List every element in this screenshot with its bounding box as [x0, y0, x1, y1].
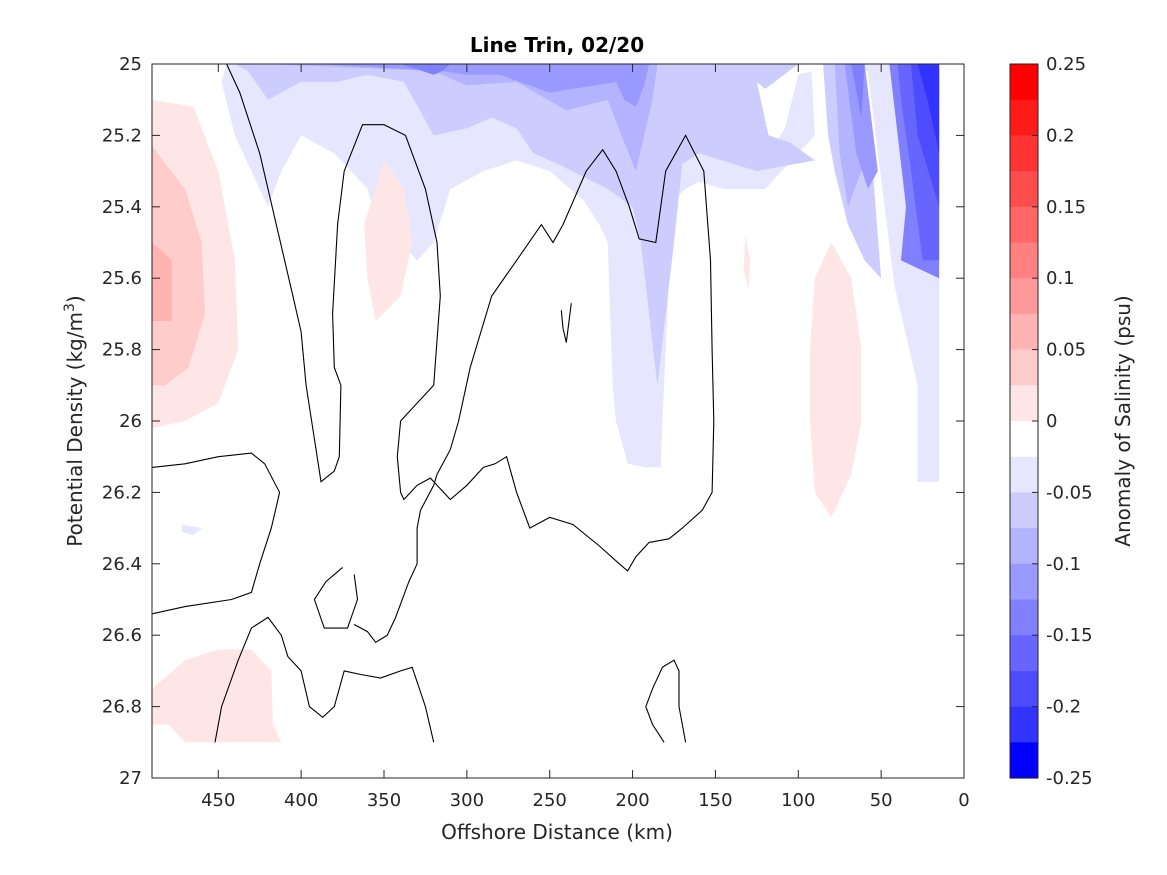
contour-fill-2	[268, 64, 873, 207]
colorbar-swatch-19	[1010, 742, 1038, 779]
colorbar-tick-label: -0.05	[1046, 482, 1093, 503]
zero-contour-line-0	[226, 64, 715, 644]
colorbar-swatch-15	[1010, 599, 1038, 636]
contour-fill-layer	[152, 64, 940, 743]
colorbar-swatch-14	[1010, 563, 1038, 601]
colorbar-swatch-2	[1010, 135, 1038, 172]
y-tick-label: 25.4	[102, 197, 142, 218]
zero-contour-line-5	[645, 659, 687, 743]
colorbar-swatch-16	[1010, 635, 1038, 672]
y-axis-label: Potential Density (kg/m3)	[62, 295, 87, 546]
colorbar-tick-label: 0	[1046, 411, 1057, 432]
colorbar-swatch-0	[1010, 64, 1038, 101]
zero-contour-line-3	[560, 303, 572, 343]
y-tick-label: 25.8	[102, 340, 142, 361]
y-tick-label: 26.8	[102, 697, 142, 718]
colorbar-tick-label: 0.1	[1046, 268, 1075, 289]
x-tick-label: 350	[367, 790, 401, 811]
colorbar-tick-label: 0.25	[1046, 54, 1086, 75]
y-tick-label: 25.2	[102, 125, 142, 146]
contour-fill-13	[743, 235, 751, 289]
colorbar-swatch-18	[1010, 706, 1038, 743]
colorbar-tick-label: -0.15	[1046, 625, 1093, 646]
contour-fill-1	[234, 64, 882, 386]
y-tick-label: 25	[119, 54, 142, 75]
colorbar-swatch-4	[1010, 206, 1038, 244]
contour-fill-12	[809, 242, 862, 518]
x-tick-label: 200	[615, 790, 649, 811]
colorbar-swatch-11	[1010, 456, 1038, 493]
x-tick-label: 300	[450, 790, 484, 811]
colorbar-tick-label: 0.15	[1046, 197, 1086, 218]
zero-contour-line-4	[214, 616, 435, 743]
colorbar-swatch-17	[1010, 670, 1038, 708]
contour-fill-10	[152, 242, 172, 321]
y-axis: 25 25.2 25.4 25.6 25.8 26 26.2 26.4 26.6 26.8 27	[102, 54, 964, 789]
colorbar-swatch-10	[1010, 421, 1038, 458]
colorbar-label: Anomaly of Salinity (psu)	[1111, 295, 1135, 546]
colorbar-swatch-6	[1010, 278, 1038, 315]
contour-fill-11	[364, 160, 413, 321]
x-tick-label: 100	[781, 790, 815, 811]
x-tick-label: 450	[201, 790, 235, 811]
x-tick-label: 50	[870, 790, 893, 811]
colorbar-swatch-7	[1010, 313, 1038, 351]
y-tick-label: 26.4	[102, 554, 142, 575]
colorbar-swatch-13	[1010, 528, 1038, 565]
contour-fill-15	[181, 524, 202, 536]
y-tick-label: 26	[119, 411, 142, 432]
contour-fill-9	[152, 146, 205, 386]
colorbar-tick-label: -0.25	[1046, 768, 1093, 789]
x-tick-label: 150	[698, 790, 732, 811]
y-axis-label-superscript: 3	[62, 303, 78, 312]
colorbar-swatch-12	[1010, 492, 1038, 529]
x-axis-label: Offshore Distance (km)	[441, 820, 673, 844]
y-axis-label-close: )	[63, 295, 87, 303]
colorbar-swatch-1	[1010, 99, 1038, 136]
colorbar-tick-label: 0.2	[1046, 125, 1075, 146]
colorbar	[1010, 64, 1038, 779]
chart-title: Line Trin, 02/20	[470, 33, 644, 57]
zero-contour-line-2	[313, 566, 359, 629]
contour-line-layer	[152, 64, 715, 743]
colorbar-swatch-9	[1010, 385, 1038, 422]
x-tick-label: 0	[958, 790, 969, 811]
y-tick-label: 26.6	[102, 625, 142, 646]
colorbar-tick-label: -0.1	[1046, 554, 1081, 575]
y-tick-label: 27	[119, 768, 142, 789]
zero-contour-line-1	[152, 452, 281, 615]
y-tick-label: 26.2	[102, 482, 142, 503]
x-tick-label: 250	[533, 790, 567, 811]
contour-fill-7	[917, 64, 940, 154]
y-tick-label: 25.6	[102, 268, 142, 289]
colorbar-swatch-8	[1010, 349, 1038, 386]
colorbar-tick-label: -0.2	[1046, 697, 1081, 718]
colorbar-axis: 0.25 0.2 0.15 0.1 0.05 0 -0.05 -0.1 -0.15 -0.2 -0.…	[1032, 54, 1093, 789]
x-tick-label: 400	[284, 790, 318, 811]
y-axis-label-main: Potential Density (kg/m	[63, 312, 87, 547]
colorbar-swatch-3	[1010, 171, 1038, 208]
colorbar-swatch-5	[1010, 242, 1038, 279]
colorbar-tick-label: 0.05	[1046, 340, 1086, 361]
x-axis: 450 400 350 300 250 200 150 100 50 0	[201, 64, 970, 811]
contour-fill-14	[152, 649, 282, 743]
